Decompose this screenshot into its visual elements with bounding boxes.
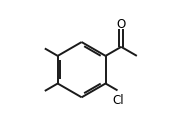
Text: Cl: Cl [113,94,124,107]
Text: O: O [117,18,126,31]
